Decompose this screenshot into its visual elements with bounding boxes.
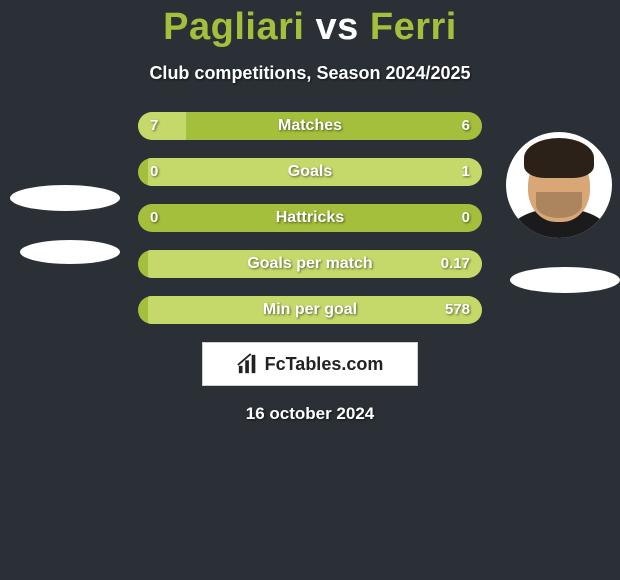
title-player-b: Ferri <box>370 6 457 48</box>
stat-value-right: 0.17 <box>441 250 470 278</box>
player-a-club-ellipse <box>20 240 120 264</box>
title-player-a: Pagliari <box>163 6 304 48</box>
stat-label: Goals per match <box>138 250 482 278</box>
player-a-avatar-ellipse <box>10 185 120 211</box>
page-title: Pagliari vs Ferri <box>0 0 620 49</box>
stat-value-right: 0 <box>462 204 470 232</box>
stat-value-left: 7 <box>150 112 158 140</box>
player-b-club-ellipse <box>510 267 620 293</box>
stat-label: Min per goal <box>138 296 482 324</box>
stat-label: Matches <box>138 112 482 140</box>
stat-label: Goals <box>138 158 482 186</box>
stat-rows: Matches76Goals01Hattricks00Goals per mat… <box>138 112 482 324</box>
stat-row: Hattricks0 0 <box>138 204 482 232</box>
stat-value-right: 6 <box>462 112 470 140</box>
stat-value-left: 0 <box>150 158 158 186</box>
stat-row: Goals0 1 <box>138 158 482 186</box>
stat-row: Matches7 6 <box>138 112 482 140</box>
brand-text: FcTables.com <box>265 354 384 375</box>
stat-value-right: 578 <box>445 296 470 324</box>
stat-label: Hattricks <box>138 204 482 232</box>
title-vs: vs <box>316 6 359 48</box>
stat-value-right: 1 <box>462 158 470 186</box>
player-b-avatar <box>506 132 612 238</box>
bar-chart-icon <box>237 353 259 375</box>
brand-badge[interactable]: FcTables.com <box>202 342 418 386</box>
date-text: 16 october 2024 <box>0 404 620 424</box>
stat-row: Goals per match0.17 <box>138 250 482 278</box>
stat-row: Min per goal578 <box>138 296 482 324</box>
player-b-face-graphic <box>506 132 612 238</box>
comparison-stage: Matches76Goals01Hattricks00Goals per mat… <box>0 112 620 424</box>
subtitle: Club competitions, Season 2024/2025 <box>0 63 620 84</box>
stat-value-left: 0 <box>150 204 158 232</box>
